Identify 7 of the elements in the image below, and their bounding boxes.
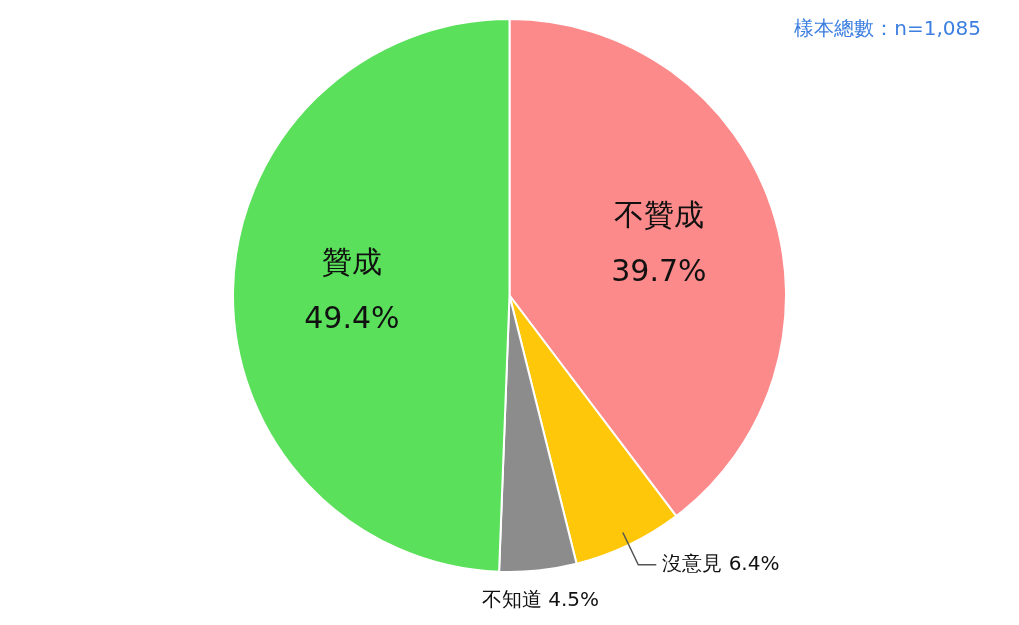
data-label: 39.7% bbox=[611, 253, 707, 289]
slice-label: 不贊成 bbox=[613, 197, 704, 233]
data-label: 49.4% bbox=[304, 300, 400, 336]
slice-label: 贊成 bbox=[321, 244, 382, 280]
text: 樣本總數：n=1,085 bbox=[794, 16, 981, 41]
slice-label: 不知道 4.5% bbox=[481, 586, 599, 611]
slice-label: 沒意見 6.4% bbox=[662, 550, 780, 575]
